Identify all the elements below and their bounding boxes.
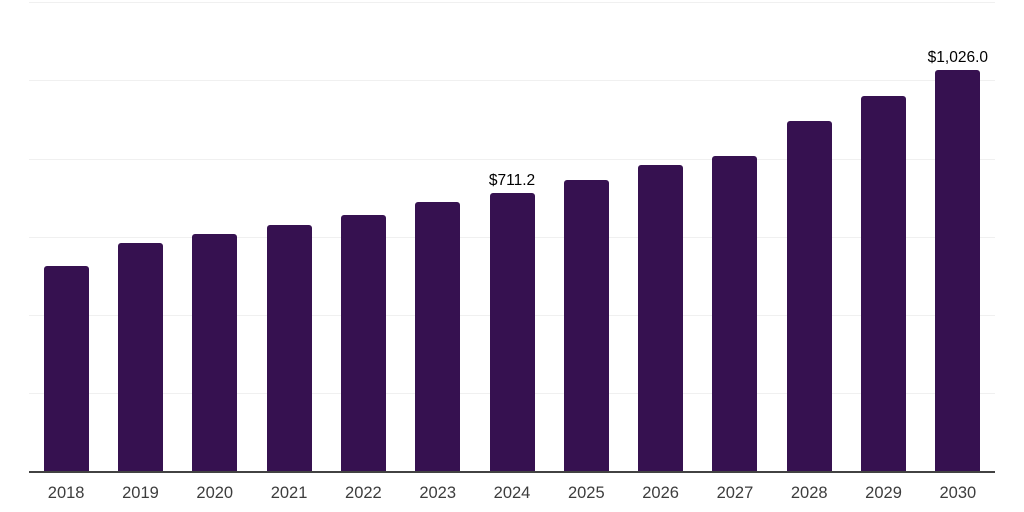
x-tick-label-2023: 2023 bbox=[419, 484, 457, 502]
bar-2029 bbox=[861, 95, 907, 472]
x-tick-label-2021: 2021 bbox=[270, 484, 308, 502]
bar-2020 bbox=[192, 233, 238, 472]
x-tick-label-2024: 2024 bbox=[493, 484, 531, 502]
x-tick-label-2027: 2027 bbox=[716, 484, 754, 502]
x-axis-line bbox=[29, 471, 995, 473]
bar-2021 bbox=[266, 224, 312, 472]
data-label-2030: $1,026.0 bbox=[927, 49, 989, 67]
x-tick-label-2019: 2019 bbox=[122, 484, 159, 502]
x-tick-label-2018: 2018 bbox=[47, 484, 85, 502]
bar-2030 bbox=[935, 70, 981, 472]
x-tick-label-2030: 2030 bbox=[939, 484, 977, 502]
y-gridline-800 bbox=[29, 158, 995, 160]
x-tick-label-2028: 2028 bbox=[790, 484, 828, 502]
bar-2025 bbox=[563, 179, 609, 472]
bar-2024 bbox=[489, 193, 535, 472]
bar-2022 bbox=[340, 215, 386, 472]
x-tick-label-2025: 2025 bbox=[567, 484, 605, 502]
y-gridline-1000 bbox=[29, 80, 995, 82]
bar-2026 bbox=[638, 165, 684, 472]
bar-2027 bbox=[712, 155, 758, 472]
bar-2023 bbox=[415, 202, 461, 472]
bar-2018 bbox=[43, 265, 89, 472]
x-tick-label-2026: 2026 bbox=[642, 484, 679, 502]
bar-2019 bbox=[117, 243, 163, 472]
y-gridline-1200 bbox=[29, 2, 995, 3]
x-tick-label-2020: 2020 bbox=[196, 484, 234, 502]
x-tick-label-2022: 2022 bbox=[345, 484, 382, 502]
x-tick-label-2029: 2029 bbox=[865, 484, 902, 502]
bar-2028 bbox=[786, 120, 832, 472]
data-label-2024: $711.2 bbox=[488, 172, 536, 190]
